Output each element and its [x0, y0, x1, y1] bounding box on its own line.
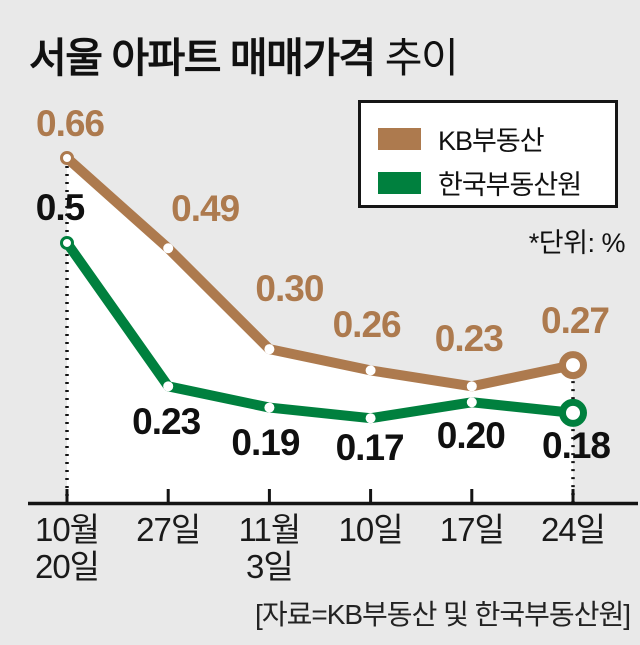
plot-area-fill: [67, 158, 573, 503]
krei-series-swatch: [378, 171, 421, 194]
kb-value-label: 0.23: [434, 318, 504, 360]
legend-row-kb: KB부동산: [378, 119, 545, 158]
chart-title-suffix: 추이: [384, 35, 459, 81]
kb-value-label: 0.30: [255, 268, 324, 310]
krei-value-label: 0.17: [335, 427, 405, 469]
x-axis-label: 10일: [338, 511, 404, 548]
x-axis-label: 17일: [439, 511, 505, 548]
krei-point-marker: [559, 398, 587, 427]
kb-value-label: 0.66: [35, 103, 105, 144]
krei-series-line: [62, 237, 578, 424]
kb-point-marker: [163, 243, 174, 254]
kb-point-marker: [365, 365, 376, 376]
krei-value-label: 0.5: [35, 186, 85, 228]
kb-value-label: 0.27: [540, 300, 610, 342]
x-axis-label: 11월 3일: [238, 511, 302, 585]
kb-series-swatch: [378, 127, 421, 150]
legend: KB부동산 한국부동산원: [358, 100, 618, 208]
krei-value-label: 0.20: [436, 415, 506, 457]
kb-value-label: 0.49: [171, 188, 240, 230]
kb-point-marker: [60, 151, 74, 165]
legend-label-kb: KB부동산: [438, 126, 545, 156]
kb-point-marker: [466, 381, 477, 392]
krei-value-label: 0.18: [541, 424, 611, 466]
krei-point-marker: [163, 381, 174, 392]
source-credit: [자료=KB부동산 및 한국부동산원]: [255, 599, 631, 630]
unit-note: *단위: %: [528, 228, 626, 258]
x-axis-label: 27일: [136, 511, 201, 548]
kb-series-line: [62, 153, 578, 392]
x-axis-label: 24일: [540, 511, 606, 548]
krei-point-marker: [365, 413, 376, 424]
kb-point-marker: [264, 344, 275, 355]
legend-row-krei: 한국부동산원: [378, 163, 582, 202]
krei-value-label: 0.19: [231, 421, 300, 463]
legend-label-krei: 한국부동산원: [438, 170, 582, 200]
x-axis-label: 10월 20일: [34, 511, 100, 585]
krei-value-label: 0.23: [132, 401, 201, 443]
kb-point-marker: [559, 351, 587, 380]
krei-point-marker: [60, 235, 74, 250]
chart-title: 서울 아파트 매매가격 추이: [29, 24, 459, 84]
chart-title-main: 서울 아파트 매매가격: [29, 35, 376, 81]
krei-point-marker: [466, 397, 477, 408]
krei-point-marker: [264, 402, 275, 413]
kb-value-label: 0.26: [332, 304, 402, 346]
